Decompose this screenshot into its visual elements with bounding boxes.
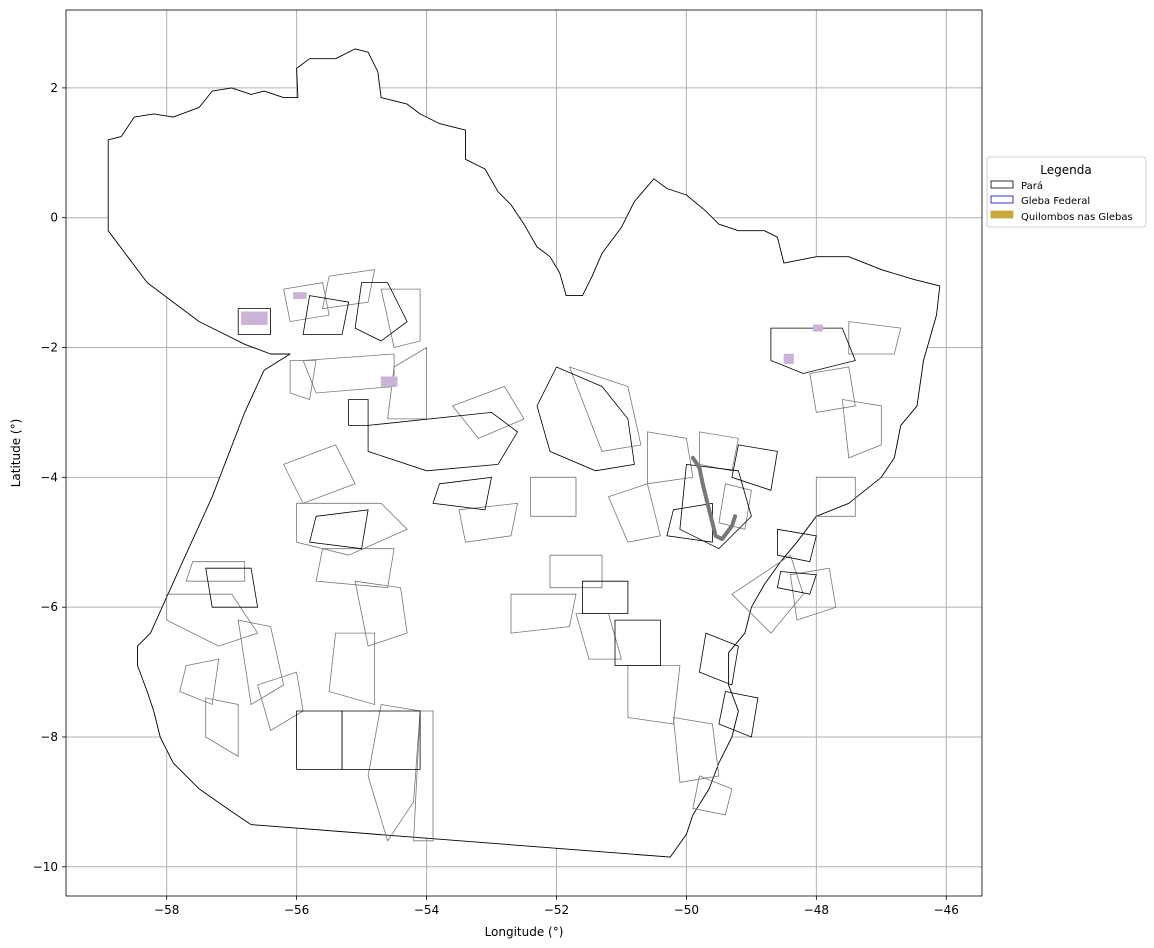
gleba-gray-25 <box>627 665 681 725</box>
quilombo-area-0 <box>241 311 268 326</box>
gleba-gray-13 <box>166 593 259 647</box>
gleba-gray-20 <box>413 710 434 842</box>
gleba-dark-1 <box>354 282 408 342</box>
gleba-dark-8 <box>296 710 343 770</box>
gleba-dark-5 <box>679 463 752 550</box>
gleba-dark-19 <box>348 399 369 426</box>
x-tick-label-5: −48 <box>804 903 829 917</box>
axis-ticks: −58 −56 −54 −52 −50 −48 −46 2 0 −2 −4 −6 −8 −10 <box>33 81 959 917</box>
map-layers <box>107 48 941 858</box>
y-tick-label-1: 0 <box>50 211 58 225</box>
gleba-dark-20 <box>776 571 817 595</box>
y-tick-label-4: −6 <box>40 600 58 614</box>
axes-frame <box>65 9 983 897</box>
gleba-gray-37 <box>530 476 577 517</box>
gleba-dark-15 <box>205 567 259 608</box>
x-tick-label-2: −54 <box>414 903 439 917</box>
x-tick-label-4: −50 <box>674 903 699 917</box>
legend-title: Legenda <box>1040 163 1091 177</box>
quilombo-chain <box>690 455 738 541</box>
gleba-dark-14 <box>731 444 778 491</box>
gleba-gray-18 <box>328 632 376 706</box>
gleba-gray-4 <box>289 360 317 401</box>
legend-label-gleba-federal: Gleba Federal <box>1021 196 1090 207</box>
gleba-dark-17 <box>432 476 493 511</box>
y-tick-label-0: 2 <box>50 81 58 95</box>
gleba-dark-18 <box>666 502 713 543</box>
gleba-dark-16 <box>309 509 369 550</box>
y-tick-label-5: −8 <box>40 730 58 744</box>
gleba-gray-31 <box>809 366 856 413</box>
legend: Legenda Pará Gleba Federal Quilombos nas… <box>986 156 1147 228</box>
gleba-gray-6 <box>451 386 525 439</box>
gleba-gray-12 <box>185 561 246 582</box>
gleba-dark-4 <box>536 366 635 472</box>
quilombo-area-4 <box>812 324 824 332</box>
x-tick-label-3: −52 <box>544 903 569 917</box>
gleba-gray-0 <box>283 282 330 323</box>
gleba-gray-7 <box>568 366 642 452</box>
gleba-gray-17 <box>354 580 408 647</box>
gleba-dark-13 <box>777 528 817 563</box>
gleba-dark-0 <box>237 308 272 335</box>
gleba-gray-33 <box>848 321 902 355</box>
gleba-gray-21 <box>549 554 603 589</box>
gleba-dark-3 <box>367 411 519 472</box>
gleba-gray-24 <box>607 483 661 543</box>
x-axis-label: Longitude (°) <box>485 925 564 939</box>
legend-swatch-quilombos <box>990 210 1014 219</box>
quilombo-area-1 <box>380 376 398 387</box>
gleba-gray-22 <box>510 593 577 634</box>
legend-swatch-gleba-federal <box>990 195 1014 204</box>
y-tick-label-3: −4 <box>40 470 58 484</box>
legend-label-para: Pará <box>1021 180 1043 192</box>
gleba-gray-29 <box>789 567 837 621</box>
gleba-gray-28 <box>731 554 804 634</box>
gleba-dark-12 <box>718 691 759 738</box>
gleba-gray-11 <box>315 548 395 589</box>
gleba-gray-14 <box>237 619 285 706</box>
gleba-gray-2 <box>380 288 421 348</box>
gleba-gray-35 <box>699 431 739 472</box>
gleba-gray-16 <box>205 697 239 758</box>
x-tick-label-1: −56 <box>284 903 309 917</box>
quilombo-area-3 <box>783 353 794 365</box>
x-tick-label-0: −58 <box>154 903 179 917</box>
quilombo-area-2 <box>293 292 307 300</box>
gleba-dark-11 <box>698 632 739 686</box>
gleba-gray-19 <box>367 704 421 842</box>
gleba-gray-26 <box>672 717 720 783</box>
gleba-gray-30 <box>718 483 752 530</box>
y-axis-label: Latitude (°) <box>9 419 23 488</box>
gleba-gray-32 <box>841 399 882 459</box>
legend-box <box>986 156 1147 228</box>
legend-label-quilombos: Quilombos nas Glebas <box>1021 212 1133 223</box>
gleba-gray-38 <box>179 658 220 706</box>
gleba-gray-27 <box>692 775 733 816</box>
legend-swatch-para <box>990 180 1014 189</box>
gleba-dark-2 <box>302 295 350 335</box>
gleba-gray-8 <box>647 431 694 485</box>
gleba-dark-6 <box>770 327 856 374</box>
gleba-gray-34 <box>815 476 856 517</box>
gleba-gray-10 <box>296 502 408 556</box>
gleba-dark-9 <box>582 580 629 614</box>
gleba-gray-9 <box>283 444 356 504</box>
y-tick-label-6: −10 <box>33 860 58 874</box>
gleba-dark-10 <box>614 619 661 666</box>
y-tick-label-2: −2 <box>40 341 58 355</box>
x-tick-label-6: −46 <box>934 903 959 917</box>
para-boundary <box>107 48 941 858</box>
gleba-gray-36 <box>458 502 518 543</box>
